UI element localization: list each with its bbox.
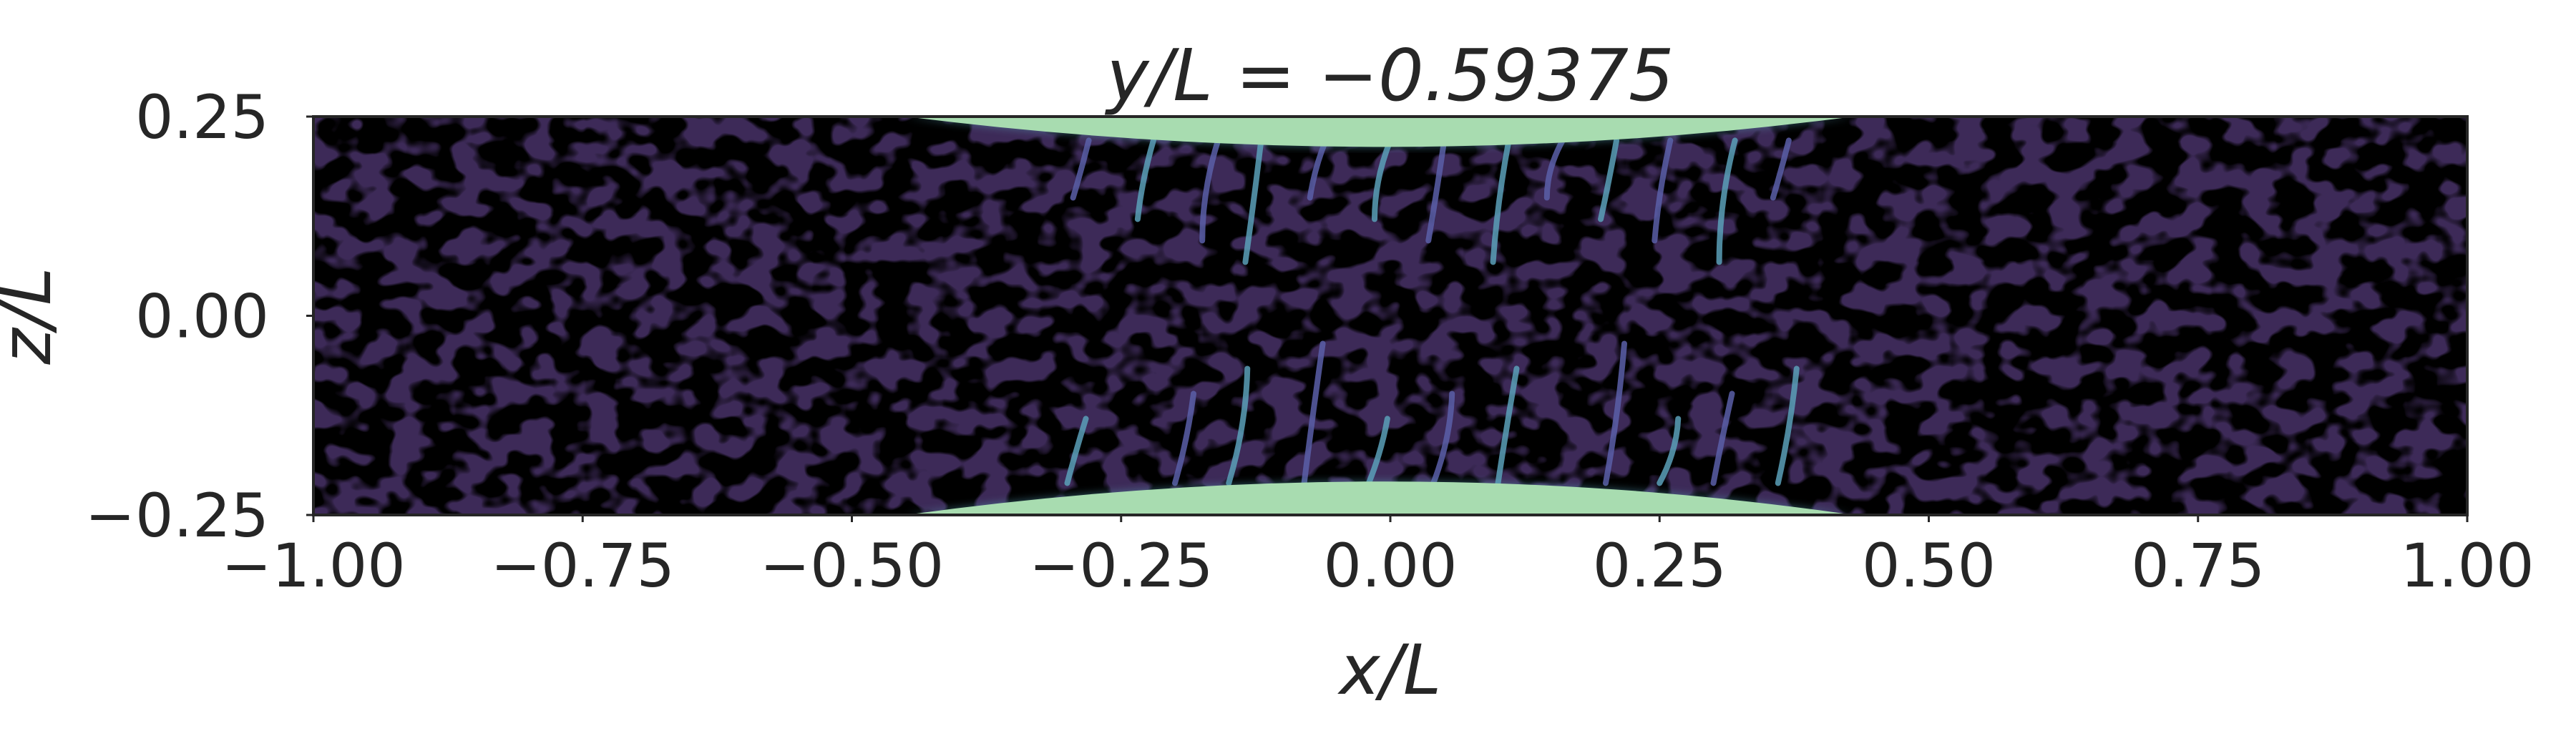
y-axis-ticks: −0.25 0.00 0.25 (85, 82, 313, 551)
streak-bottom (1657, 416, 1682, 486)
streak-bottom (1775, 365, 1800, 486)
y-tick-label: 0.25 (135, 82, 269, 152)
streak-bottom (1301, 340, 1326, 486)
streak-bottom (1603, 340, 1627, 486)
y-tick-label: −0.25 (85, 481, 269, 551)
x-tick-label: 0.25 (1593, 531, 1727, 601)
streak-top (1598, 137, 1620, 222)
plot-area (313, 117, 2467, 515)
field-lenses (905, 117, 1854, 515)
streak-bottom (1365, 416, 1390, 486)
x-tick-label: 1.00 (2400, 531, 2534, 601)
x-tick-label: −1.00 (221, 531, 405, 601)
streak-top (1770, 137, 1792, 201)
streak-top (1242, 137, 1264, 265)
streak-top (1372, 137, 1393, 222)
streak-top (1199, 137, 1221, 244)
x-tick-label: 0.50 (1862, 531, 1996, 601)
x-axis-ticks: −1.00 −0.75 −0.50 −0.25 0.00 0.25 0.50 0.75 1.00 (221, 515, 2534, 601)
x-tick-label: −0.75 (491, 531, 675, 601)
field-streaks (1064, 137, 1800, 486)
streak-top (1716, 137, 1738, 265)
x-tick-label: −0.50 (760, 531, 944, 601)
streak-bottom (1064, 416, 1089, 486)
field-fluctuations (313, 117, 2467, 515)
streak-bottom (1172, 391, 1196, 486)
x-axis-label: x/L (1337, 630, 1442, 710)
streak-bottom (1710, 391, 1735, 486)
streak-top (1134, 137, 1156, 222)
chart-title: y/L = −0.59375 (1104, 34, 1674, 117)
streak-top (1652, 137, 1674, 244)
streak-bottom (1430, 391, 1455, 486)
x-tick-label: 0.75 (2131, 531, 2265, 601)
streak-bottom (1495, 365, 1520, 486)
streak-top (1543, 137, 1566, 201)
x-tick-label: −0.25 (1029, 531, 1213, 601)
y-axis-label: z/L (0, 267, 67, 365)
y-tick-label: 0.00 (135, 282, 269, 352)
streak-top (1070, 137, 1092, 201)
lens-band (905, 481, 1854, 515)
streak-bottom (1226, 365, 1251, 486)
x-tick-label: 0.00 (1323, 531, 1457, 601)
streak-top (1425, 137, 1448, 244)
lens-band (905, 117, 1854, 147)
streak-top (1490, 137, 1512, 265)
